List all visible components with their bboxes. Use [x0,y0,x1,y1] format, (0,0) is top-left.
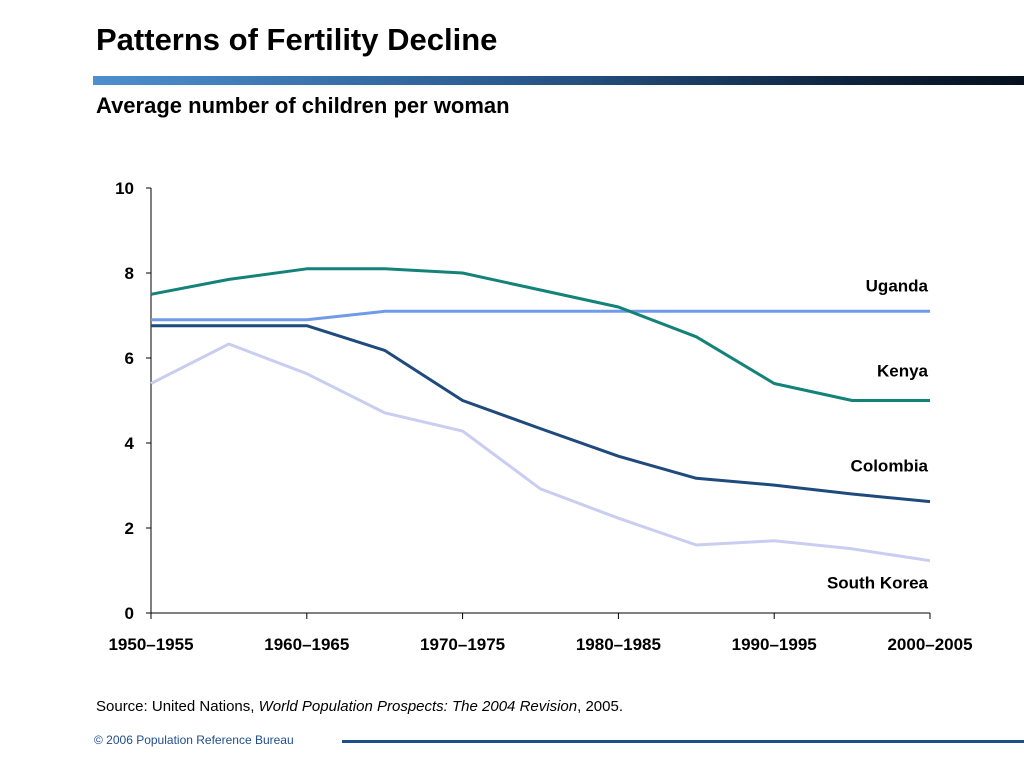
fertility-line-chart: 0 2 4 6 8 10 1950–1955 1960–1965 1970–1975 1980–1… [108,179,972,654]
x-tick-label: 1970–1975 [420,635,505,654]
y-tick-label: 6 [125,349,134,368]
series-line-kenya [150,267,930,402]
chart-subtitle: Average number of children per woman [96,93,510,118]
y-tick-label: 0 [125,604,134,623]
x-tick-label: 1960–1965 [264,635,349,654]
y-tick-label: 2 [125,519,134,538]
series-line-south-korea [150,342,931,563]
source-prefix: Source: United Nations, [96,698,259,715]
source-note: Source: United Nations, World Population… [96,698,623,715]
series-line-colombia [151,324,931,504]
chart-title: Patterns of Fertility Decline [96,22,498,57]
series-label: Colombia [851,457,929,476]
y-tick-label: 10 [115,179,134,198]
source-title: World Population Prospects: The 2004 Rev… [258,698,578,715]
source-suffix: , 2005. [577,698,623,715]
series-label: Uganda [866,276,929,295]
series-line-uganda [151,309,930,322]
series-label: Kenya [877,362,929,381]
x-tick-label: 2000–2005 [887,635,972,654]
y-tick-label: 4 [125,434,135,453]
title-divider [93,76,1024,85]
footer-divider [342,740,1024,743]
x-tick-label: 1990–1995 [732,635,817,654]
x-tick-label: 1950–1955 [108,635,193,654]
x-tick-label: 1980–1985 [576,635,661,654]
copyright-footer: © 2006 Population Reference Bureau [94,733,294,747]
y-tick-label: 8 [125,264,134,283]
series-label: South Korea [827,574,929,593]
